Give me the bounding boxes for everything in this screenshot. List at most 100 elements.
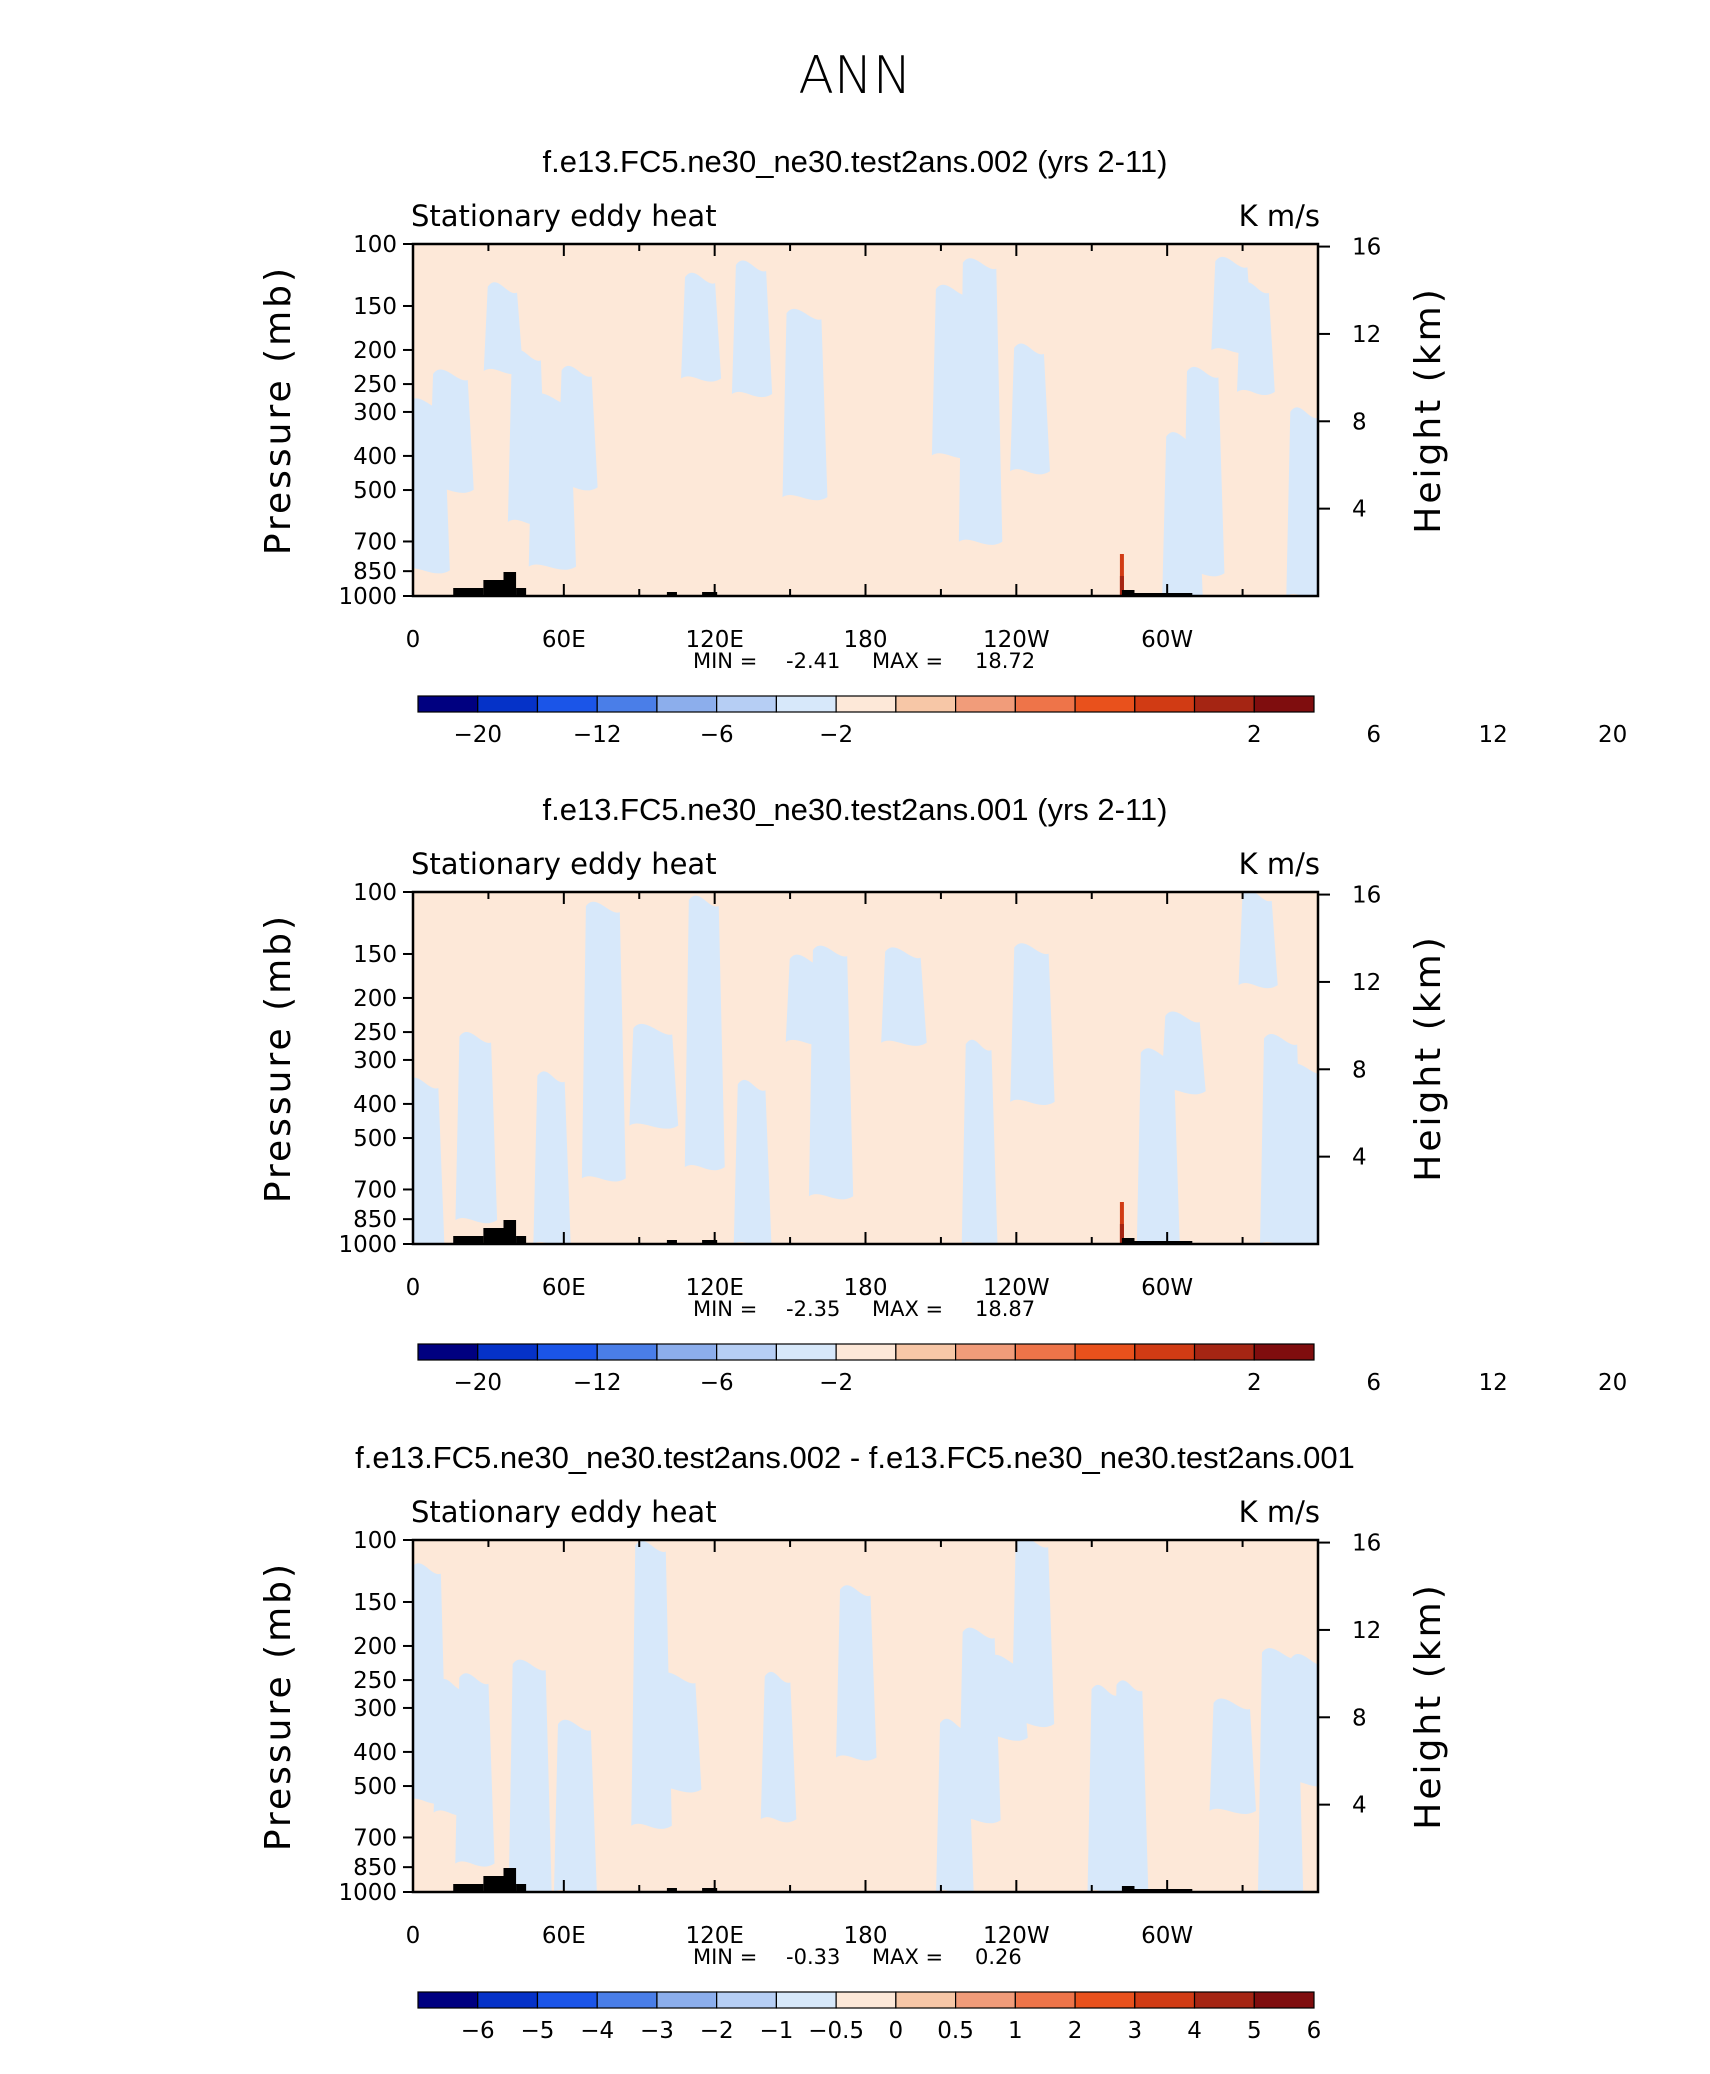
contour-field bbox=[413, 244, 1318, 596]
field-negative bbox=[958, 258, 1003, 545]
y-tick-label: 150 bbox=[353, 1590, 397, 1616]
panel-title: f.e13.FC5.ne30_ne30.test2ans.002 (yrs 2-… bbox=[543, 144, 1168, 179]
x-tick-label: 180 bbox=[844, 627, 888, 653]
y2-tick-label: 8 bbox=[1352, 409, 1367, 435]
field-negative bbox=[1237, 282, 1275, 396]
y-tick-label: 200 bbox=[353, 1634, 397, 1660]
y2-tick-label: 16 bbox=[1352, 1531, 1381, 1557]
y2-tick-label: 12 bbox=[1352, 970, 1381, 996]
y-tick-label: 700 bbox=[353, 1825, 397, 1851]
left-string: Stationary eddy heat bbox=[411, 1495, 717, 1529]
colorbar-box bbox=[1193, 1343, 1255, 1361]
colorbar-label: 2 bbox=[1247, 722, 1262, 748]
y2-axis-label: Height (km) bbox=[1408, 934, 1449, 1181]
field-negative bbox=[782, 308, 828, 501]
figure-title: ANN bbox=[798, 46, 911, 106]
y2-tick-label: 12 bbox=[1352, 322, 1381, 348]
y-tick-label: 300 bbox=[353, 400, 397, 426]
topography-mask bbox=[516, 1236, 527, 1244]
colorbar-box bbox=[716, 1343, 778, 1361]
field-negative bbox=[681, 272, 722, 382]
right-string: K m/s bbox=[1239, 847, 1320, 881]
colorbar-box bbox=[775, 1343, 837, 1361]
colorbar-box bbox=[1193, 1991, 1255, 2009]
y-axis-label: Pressure (mb) bbox=[258, 913, 299, 1203]
colorbar-box bbox=[775, 695, 837, 713]
field-negative bbox=[1010, 343, 1050, 475]
y-tick-label: 700 bbox=[353, 529, 397, 555]
topography-mask bbox=[453, 1236, 484, 1244]
x-tick-label: 120E bbox=[685, 1275, 743, 1301]
x-tick-label: 120E bbox=[685, 627, 743, 653]
field-negative bbox=[508, 1659, 552, 1892]
colorbar-box bbox=[536, 1343, 598, 1361]
topography-mask bbox=[453, 588, 484, 596]
colorbar-label: −2 bbox=[819, 722, 853, 748]
field-negative bbox=[1011, 1540, 1055, 1728]
topography-mask bbox=[1121, 1238, 1135, 1244]
field-negative bbox=[629, 1023, 679, 1129]
colorbar-label: 2 bbox=[1247, 1370, 1262, 1396]
field-negative bbox=[557, 365, 598, 491]
y-tick-label: 250 bbox=[353, 372, 397, 398]
topography-mask bbox=[483, 1876, 504, 1892]
field-negative bbox=[429, 369, 474, 493]
field-negative bbox=[1112, 1680, 1149, 1892]
y2-tick-label: 12 bbox=[1352, 1618, 1381, 1644]
y-tick-label: 500 bbox=[353, 1774, 397, 1800]
panel-title: f.e13.FC5.ne30_ne30.test2ans.002 - f.e13… bbox=[355, 1440, 1355, 1475]
x-tick-label: 60E bbox=[542, 627, 586, 653]
min-label: MIN = bbox=[693, 1297, 757, 1321]
field-negative bbox=[533, 1071, 571, 1244]
x-tick-label: 0 bbox=[406, 1275, 421, 1301]
colorbar-label: −0.5 bbox=[808, 2018, 864, 2044]
y-tick-label: 500 bbox=[353, 1126, 397, 1152]
colorbar-label: −20 bbox=[453, 722, 502, 748]
max-label: MAX = bbox=[872, 1945, 943, 1969]
min-value: -2.35 bbox=[786, 1297, 840, 1321]
field-negative bbox=[733, 1079, 772, 1244]
colorbar-label: −3 bbox=[640, 2018, 674, 2044]
colorbar-label: −5 bbox=[521, 2018, 555, 2044]
colorbar-box bbox=[417, 1991, 479, 2009]
colorbar-box bbox=[954, 1343, 1016, 1361]
chart-panel: f.e13.FC5.ne30_ne30.test2ans.001 (yrs 2-… bbox=[258, 792, 1627, 1396]
colorbar-box bbox=[656, 1343, 718, 1361]
colorbar-box bbox=[477, 1991, 539, 2009]
topography-mask bbox=[702, 1240, 718, 1244]
y2-tick-label: 16 bbox=[1352, 883, 1381, 909]
y-tick-label: 400 bbox=[353, 1092, 397, 1118]
colorbar-box bbox=[835, 1343, 897, 1361]
chart-panel: f.e13.FC5.ne30_ne30.test2ans.002 (yrs 2-… bbox=[258, 144, 1627, 748]
colorbar-box bbox=[596, 695, 658, 713]
colorbar-box bbox=[1253, 695, 1315, 713]
topography-mask bbox=[666, 1888, 677, 1892]
colorbar-label: −12 bbox=[573, 722, 622, 748]
colorbar-label: 1 bbox=[1008, 2018, 1023, 2044]
colorbar-box bbox=[835, 1991, 897, 2009]
field-negative bbox=[881, 947, 927, 1046]
topography-mask bbox=[503, 572, 517, 596]
colorbar-box bbox=[835, 695, 897, 713]
panel-title: f.e13.FC5.ne30_ne30.test2ans.001 (yrs 2-… bbox=[543, 792, 1168, 827]
colorbar-box bbox=[895, 1991, 957, 2009]
colorbar-box bbox=[954, 1991, 1016, 2009]
right-string: K m/s bbox=[1239, 1495, 1320, 1529]
colorbar-label: 2 bbox=[1068, 2018, 1083, 2044]
colorbar-label: 0.5 bbox=[937, 2018, 974, 2044]
topography-mask bbox=[1134, 1241, 1193, 1244]
colorbar-box bbox=[536, 695, 598, 713]
topography-mask bbox=[483, 580, 504, 596]
colorbar-label: 4 bbox=[1187, 2018, 1202, 2044]
contour-field bbox=[413, 892, 1318, 1244]
y-tick-label: 150 bbox=[353, 294, 397, 320]
y-tick-label: 850 bbox=[353, 559, 397, 585]
colorbar-box bbox=[775, 1991, 837, 2009]
y-tick-label: 200 bbox=[353, 338, 397, 364]
field-negative bbox=[1010, 943, 1055, 1105]
field-negative bbox=[1182, 366, 1225, 577]
y-tick-label: 200 bbox=[353, 986, 397, 1012]
left-string: Stationary eddy heat bbox=[411, 847, 717, 881]
y2-axis-label: Height (km) bbox=[1408, 286, 1449, 533]
colorbar-label: −2 bbox=[700, 2018, 734, 2044]
